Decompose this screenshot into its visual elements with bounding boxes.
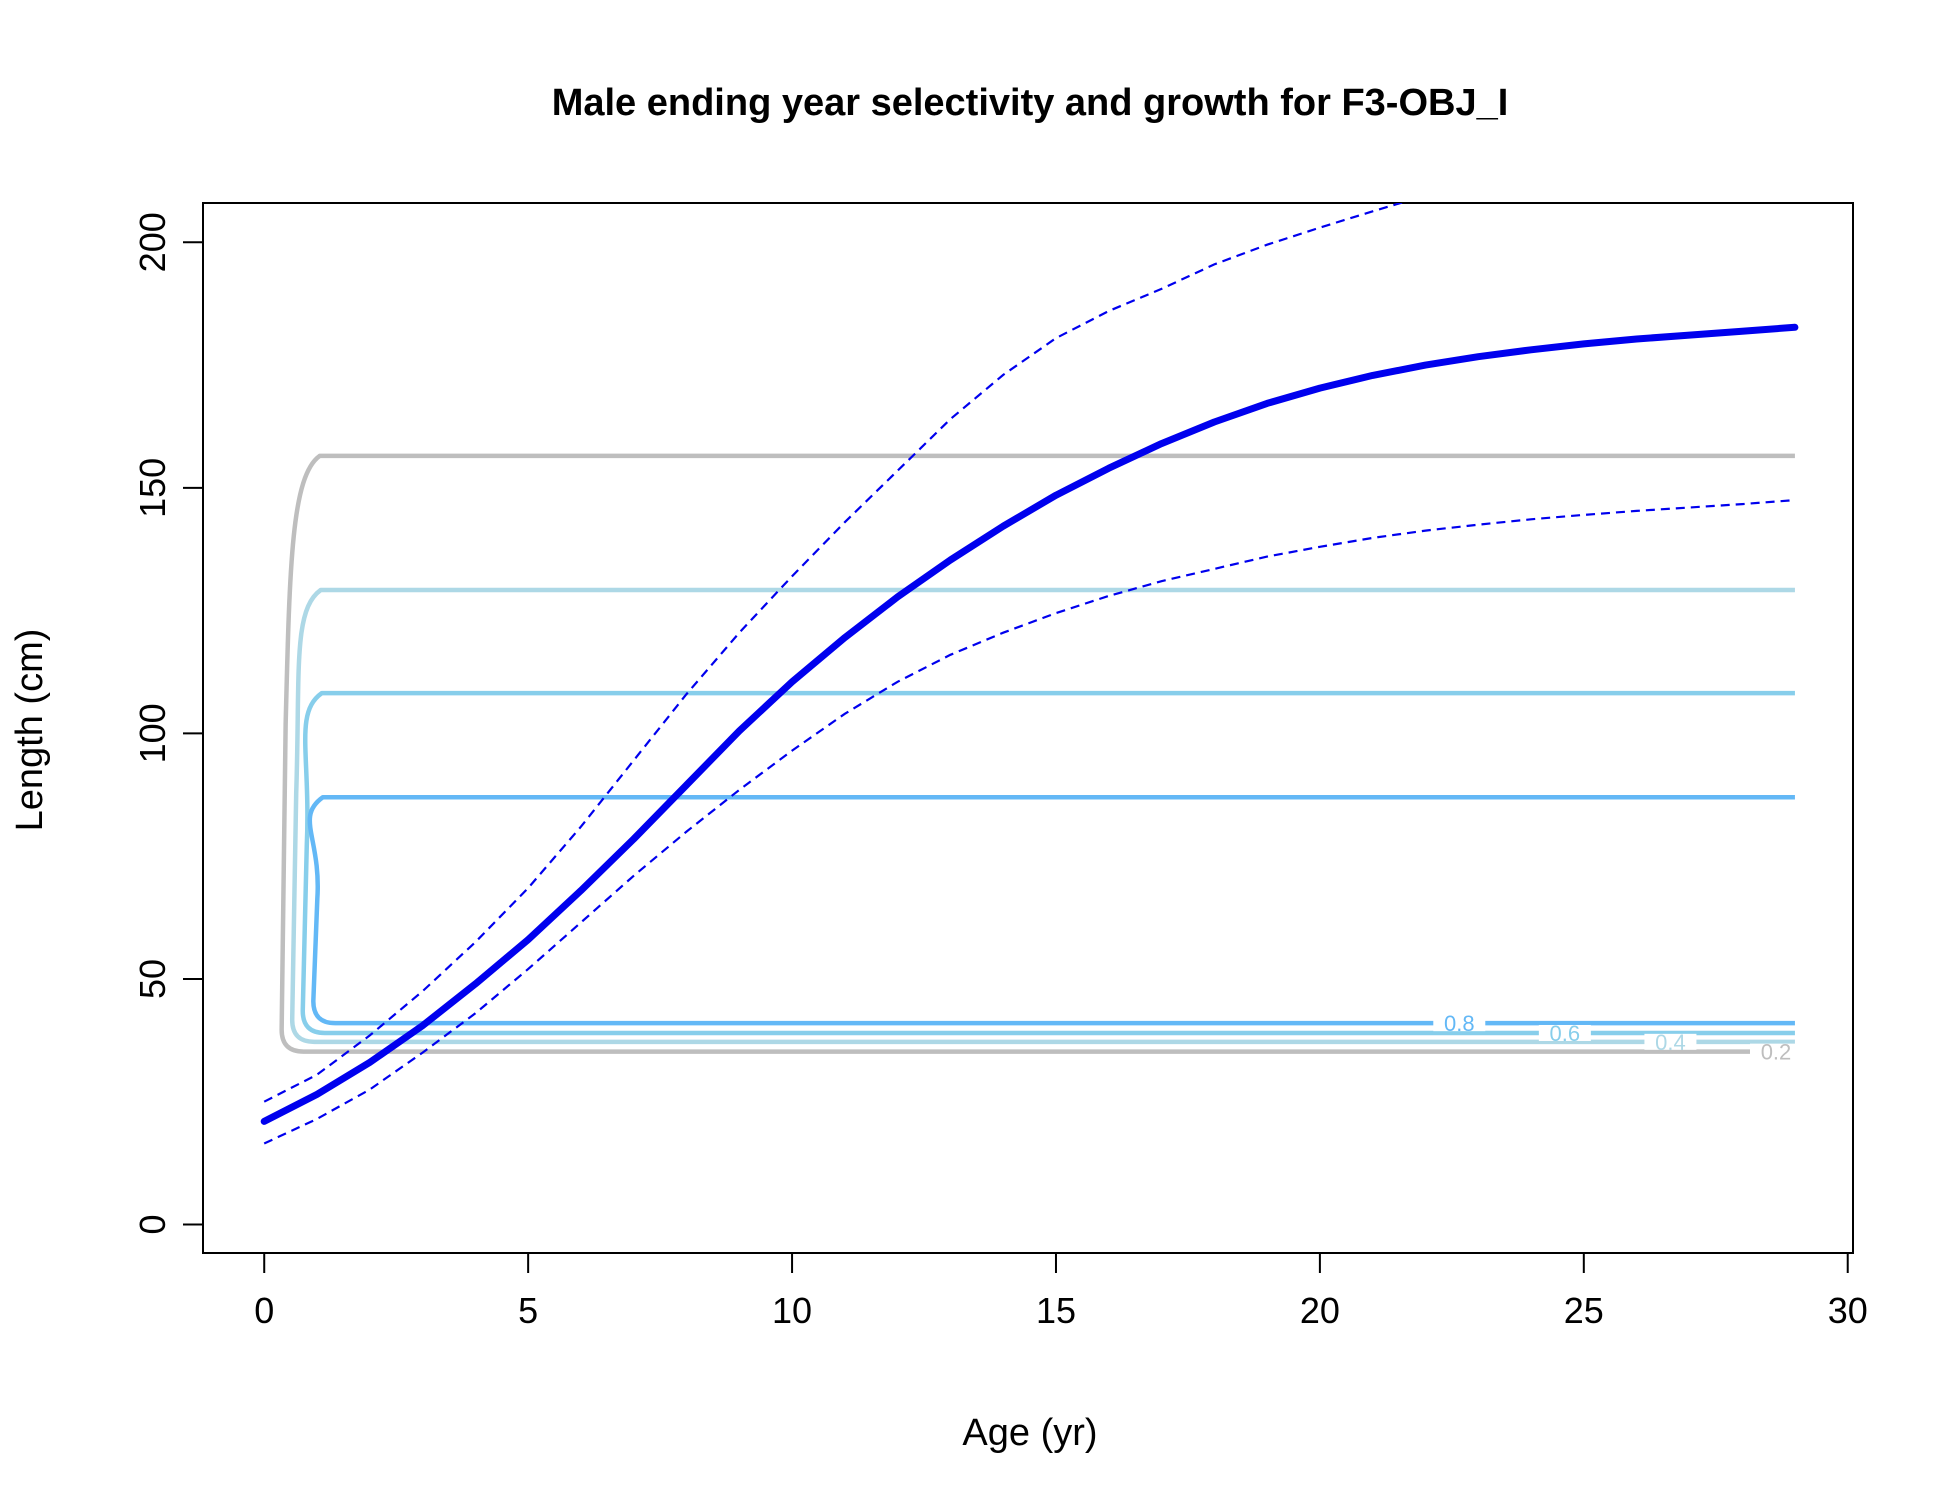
x-axis-label: Age (yr) — [962, 1412, 1097, 1454]
contour-label-gap — [1749, 1043, 1802, 1060]
contour-label-gap — [1433, 1015, 1486, 1032]
growth-mean-line — [260, 323, 1799, 1125]
contour-label-gap — [1538, 1024, 1591, 1041]
growth-upper-ci-line — [263, 203, 1405, 1103]
contour-label-0-2: 0.2 — [1761, 1040, 1792, 1065]
y-tick-label: 0 — [132, 1214, 173, 1234]
contour-label-0-4: 0.4 — [1655, 1030, 1686, 1055]
selectivity-contour-0-4 — [289, 587, 1795, 1045]
x-axis: 0 5 10 15 20 25 30 — [254, 1252, 1868, 1331]
y-axis: 0 50 100 150 200 — [132, 212, 204, 1235]
x-tick-label: 0 — [254, 1290, 274, 1331]
y-tick-label: 200 — [132, 212, 173, 272]
plot-frame — [202, 202, 1854, 1254]
selectivity-contour-0-8 — [307, 794, 1795, 1026]
chart-title: Male ending year selectivity and growth … — [552, 82, 1509, 124]
x-tick-label: 10 — [772, 1290, 812, 1331]
plot-content: 0.2 0.4 0.6 0.8 — [260, 203, 1802, 1145]
x-tick-label: 25 — [1564, 1290, 1604, 1331]
y-axis-label: Length (cm) — [9, 629, 51, 832]
y-tick-label: 100 — [132, 703, 173, 763]
x-tick-label: 30 — [1828, 1290, 1868, 1331]
selectivity-contour-0-2 — [279, 453, 1795, 1054]
contour-label-gap — [1644, 1033, 1697, 1050]
contour-label-0-6: 0.6 — [1550, 1021, 1581, 1046]
y-tick-label: 50 — [132, 959, 173, 999]
contour-label-0-8: 0.8 — [1444, 1011, 1475, 1036]
growth-lower-ci-line — [263, 499, 1795, 1145]
x-tick-label: 5 — [518, 1290, 538, 1331]
selectivity-contour-0-6 — [300, 690, 1795, 1036]
x-tick-label: 15 — [1036, 1290, 1076, 1331]
y-tick-label: 150 — [132, 458, 173, 518]
x-tick-label: 20 — [1300, 1290, 1340, 1331]
